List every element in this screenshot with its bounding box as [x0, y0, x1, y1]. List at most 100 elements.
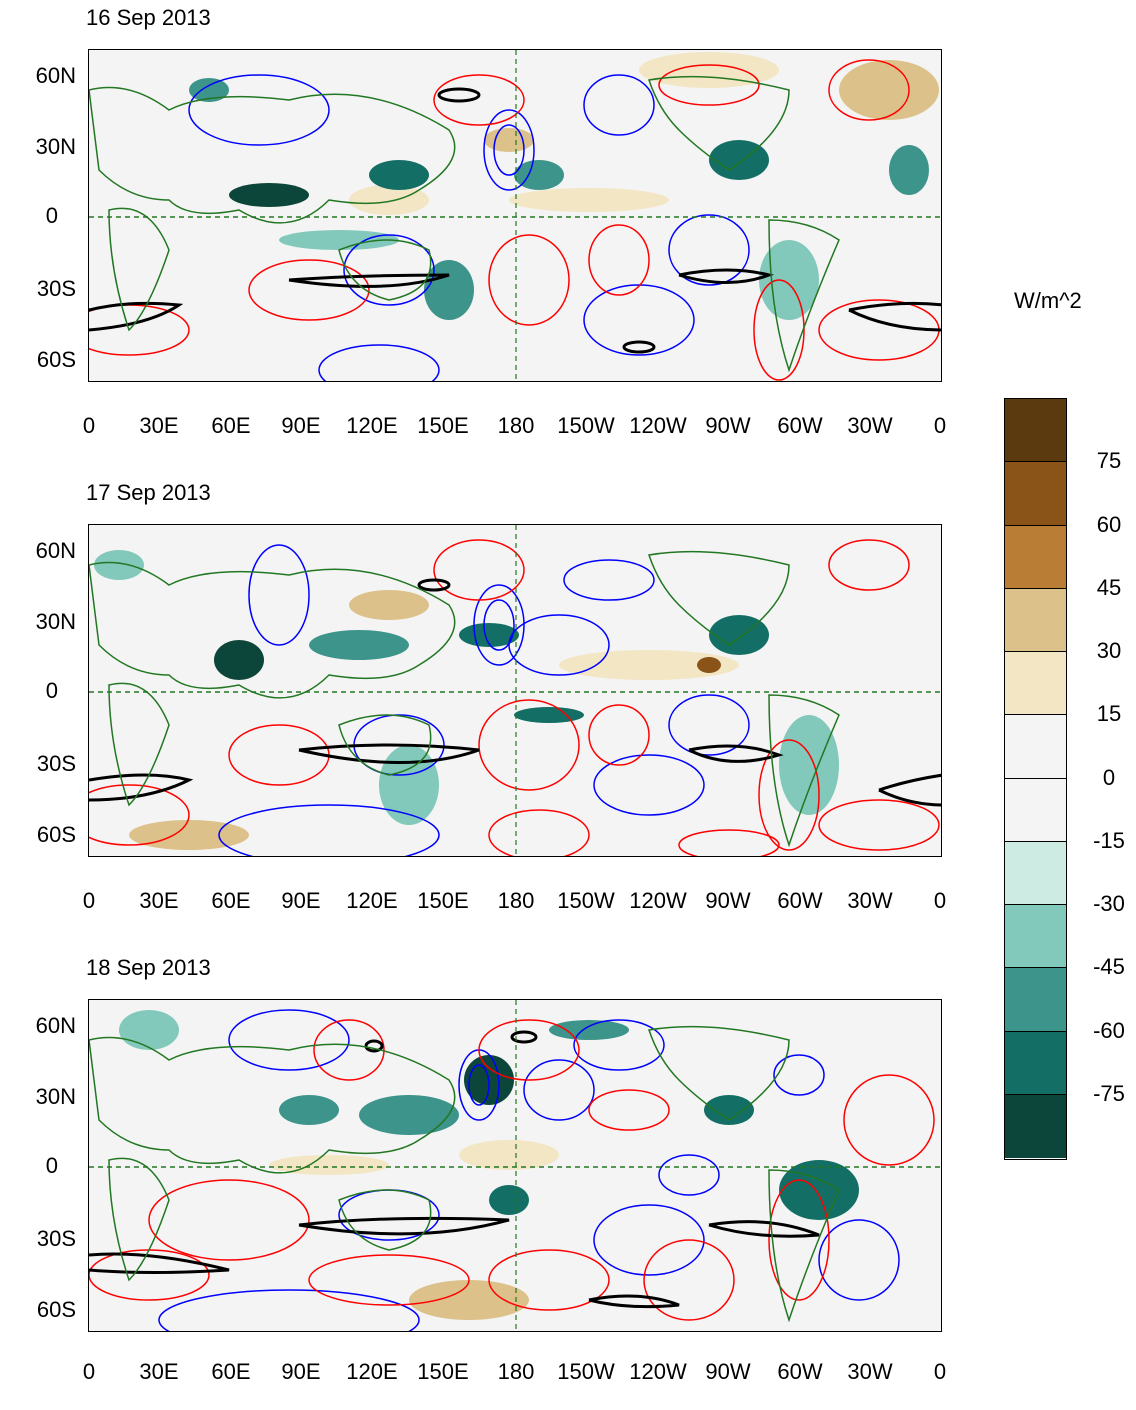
negative-contours — [218, 544, 750, 856]
lon-label: 30E — [139, 1359, 179, 1384]
lat-label: 0 — [45, 678, 58, 703]
lat-label: 60N — [35, 1013, 76, 1038]
panel-16-sep: 16 Sep 2013 — [0, 0, 980, 460]
colorbar-segment — [1005, 462, 1066, 526]
shading-layer — [119, 1010, 859, 1320]
lon-label: 150W — [557, 1359, 615, 1384]
colorbar-label: 15 — [1096, 701, 1122, 727]
lon-label: 90E — [281, 413, 321, 438]
lon-label: 0 — [933, 888, 947, 913]
lat-label: 30S — [36, 276, 76, 301]
map-drawing — [89, 50, 941, 381]
lon-label: 180 — [497, 413, 535, 438]
colorbar-segment — [1005, 715, 1066, 779]
lon-label: 90E — [281, 888, 321, 913]
lon-label: 90E — [281, 1359, 321, 1384]
thick-contours — [89, 1030, 820, 1309]
lon-label: 120W — [629, 888, 687, 913]
colorbar-label: 60 — [1096, 511, 1122, 537]
positive-contours — [89, 1019, 935, 1321]
lon-label: 60E — [211, 888, 251, 913]
lon-label: 90W — [705, 413, 751, 438]
lon-label: 60W — [777, 888, 823, 913]
colorbar-label: -60 — [1093, 1017, 1125, 1043]
lat-label: 60N — [35, 538, 76, 563]
lon-label: 180 — [497, 888, 535, 913]
colorbar-segment — [1005, 778, 1066, 842]
map-area — [88, 524, 942, 857]
colorbar-label: -30 — [1093, 891, 1125, 916]
lon-label: 180 — [497, 1359, 535, 1384]
lon-label: 0 — [82, 888, 96, 913]
colorbar-segment — [1005, 841, 1066, 905]
lon-label: 60E — [211, 1359, 251, 1384]
lon-label: 30E — [139, 888, 179, 913]
lon-label: 90W — [705, 1359, 751, 1384]
colorbar-label: 45 — [1096, 574, 1122, 600]
lat-label: 30S — [36, 751, 76, 776]
positive-contours — [89, 539, 940, 856]
lon-label: 90W — [705, 888, 751, 913]
lon-label: 120W — [629, 413, 687, 438]
lat-label: 0 — [45, 1153, 58, 1178]
colorbar-label: -45 — [1093, 954, 1125, 980]
coastlines — [89, 550, 840, 848]
lon-label: 30W — [847, 413, 893, 438]
lon-label: 0 — [933, 1359, 947, 1384]
lon-label: 0 — [933, 413, 947, 438]
shading-layer — [189, 52, 939, 320]
colorbar-label: 0 — [1102, 764, 1116, 790]
lat-label: 60S — [36, 822, 76, 847]
lon-label: 60W — [777, 413, 823, 438]
colorbar-segment — [1005, 1031, 1066, 1095]
lon-label: 120E — [346, 888, 398, 913]
colorbar-segment — [1005, 399, 1066, 463]
lon-label: 120E — [346, 1359, 398, 1384]
lat-label: 60S — [36, 1297, 76, 1322]
colorbar-segment — [1005, 1094, 1066, 1158]
panel-17-sep: 17 Sep 2013 — [0, 475, 980, 935]
colorbar-label: -75 — [1093, 1080, 1125, 1106]
coastlines — [89, 1025, 840, 1323]
lon-label: 150W — [557, 888, 615, 913]
lon-label: 60E — [211, 413, 251, 438]
lat-label: 0 — [45, 203, 58, 228]
negative-contours — [188, 74, 750, 381]
lon-label: 150W — [557, 413, 615, 438]
shading-layer — [94, 550, 839, 850]
colorbar-label: 30 — [1096, 638, 1122, 663]
lon-label: 150E — [417, 413, 469, 438]
panel-title: 17 Sep 2013 — [86, 480, 211, 505]
lat-label: 30N — [35, 609, 76, 634]
colorbar-label: 75 — [1096, 448, 1122, 474]
lat-label: 60N — [35, 63, 76, 88]
lon-label: 30E — [139, 413, 179, 438]
colorbar-label: -15 — [1093, 827, 1125, 853]
lon-label: 30W — [847, 888, 893, 913]
panel-title: 18 Sep 2013 — [86, 955, 211, 980]
lon-label: 0 — [82, 413, 96, 438]
colorbar-segment — [1005, 525, 1066, 589]
thick-contours — [89, 87, 941, 354]
colorbar-segment — [1005, 905, 1066, 969]
lon-label: 120E — [346, 413, 398, 438]
map-drawing — [89, 1000, 941, 1331]
colorbar-segment — [1005, 968, 1066, 1032]
map-area — [88, 999, 942, 1332]
lon-label: 150E — [417, 1359, 469, 1384]
panel-title: 16 Sep 2013 — [86, 5, 211, 30]
map-area — [88, 49, 942, 382]
positive-contours — [89, 59, 940, 381]
colorbar — [1004, 398, 1067, 1160]
thick-contours — [89, 578, 941, 807]
colorbar-unit: W/m^2 — [1014, 288, 1082, 313]
lon-label: 0 — [82, 1359, 96, 1384]
lat-label: 30N — [35, 134, 76, 159]
lon-label: 120W — [629, 1359, 687, 1384]
map-drawing — [89, 525, 941, 856]
colorbar-segment — [1005, 652, 1066, 716]
lon-label: 30W — [847, 1359, 893, 1384]
lon-label: 150E — [417, 888, 469, 913]
lon-label: 60W — [777, 1359, 823, 1384]
lat-label: 30N — [35, 1084, 76, 1109]
